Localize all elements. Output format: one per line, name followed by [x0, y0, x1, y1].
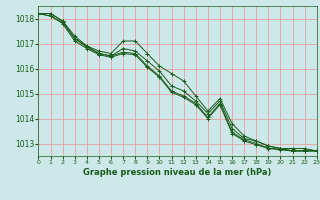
X-axis label: Graphe pression niveau de la mer (hPa): Graphe pression niveau de la mer (hPa) [84, 168, 272, 177]
